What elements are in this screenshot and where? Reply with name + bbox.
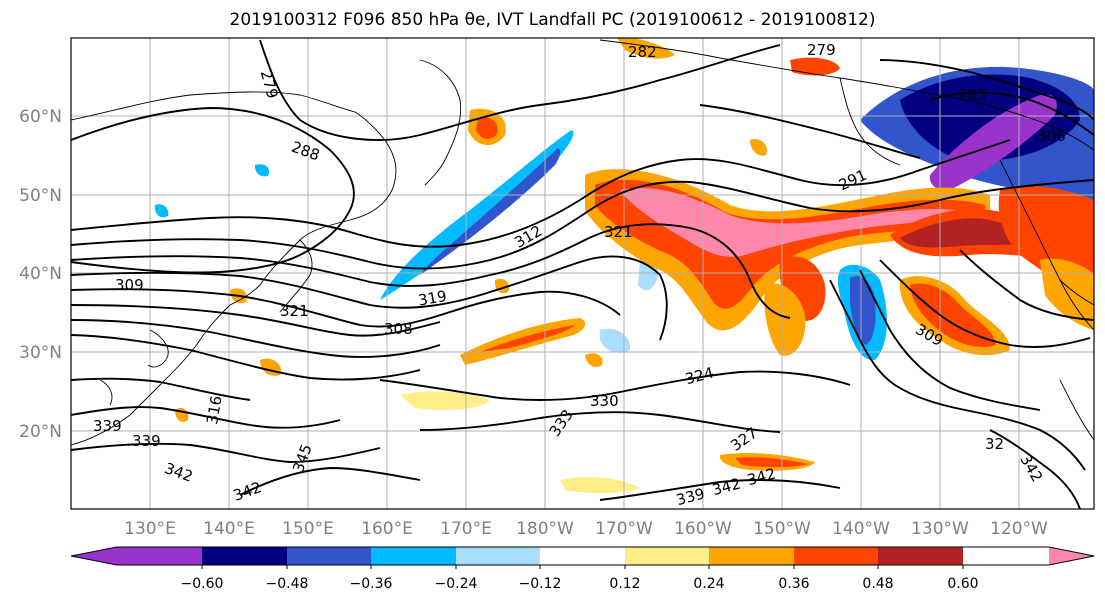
colorbar-segment: [878, 547, 963, 565]
colorbar-extend-low: [71, 547, 117, 565]
shade-ne-pacific-darkblue: [850, 275, 876, 345]
colorbar-segment: [371, 547, 456, 565]
lon-label: 140°W: [832, 519, 890, 539]
colorbar-tick-label: −0.12: [519, 576, 562, 592]
contour-label: 285: [958, 86, 987, 104]
shade-bay-orange: [617, 38, 675, 59]
colorbar-tick-label: 0.36: [778, 576, 809, 592]
lat-label: 30°N: [19, 343, 62, 363]
shade-ca-red: [910, 283, 996, 347]
lon-label: 140°E: [203, 519, 255, 539]
shade-spot-4: [750, 139, 767, 156]
shade-yellow-2: [560, 477, 640, 494]
lon-label: 180°W: [516, 519, 574, 539]
shade-mid-orange: [764, 283, 806, 356]
contour-label: 339: [132, 432, 161, 450]
contour-label: 309: [115, 276, 144, 294]
lat-label: 20°N: [19, 422, 62, 442]
shade-tropical-red: [480, 325, 575, 352]
lat-label: 50°N: [19, 186, 62, 206]
contour-label: 306: [1037, 127, 1066, 145]
lat-label: 60°N: [19, 107, 62, 127]
colorbar-tick-label: −0.48: [266, 576, 309, 592]
colorbar-tick-label: 0.48: [862, 576, 893, 592]
shade-bering-orange: [790, 57, 840, 76]
lon-label: 170°W: [595, 519, 653, 539]
colorbar-segment: [287, 547, 371, 565]
lon-label: 150°E: [282, 519, 334, 539]
colorbar-segment: [625, 547, 709, 565]
colorbar-frame: [70, 546, 1095, 566]
shade-kamchatka-red: [476, 117, 498, 139]
lat-label: 40°N: [19, 264, 62, 284]
contour-label: 319: [417, 287, 448, 310]
colorbar-segments: [71, 547, 1094, 565]
colorbar-tick-label: 0.60: [947, 576, 978, 592]
theta-e-contours: [71, 39, 1094, 509]
longitude-labels: 130°E 140°E 150°E 160°E 170°E 180°W 170°…: [124, 519, 1048, 539]
shade-alaska-purple: [929, 94, 1057, 191]
colorbar-segment: [117, 547, 202, 565]
shaded-anomalies: [154, 38, 1094, 494]
contour-label: 321: [604, 223, 633, 241]
shade-lightblue-2: [600, 328, 631, 353]
contour-label: 279: [807, 41, 836, 59]
lon-label: 160°W: [674, 519, 732, 539]
shade-spot-5: [154, 204, 169, 218]
shade-spot-2: [585, 353, 603, 367]
latitude-labels: 60°N 50°N 40°N 30°N 20°N: [19, 107, 62, 442]
lon-label: 150°W: [753, 519, 811, 539]
colorbar-extend-high: [1049, 547, 1094, 565]
coastlines: [71, 39, 1094, 446]
lon-label: 120°W: [990, 519, 1048, 539]
colorbar-segment: [456, 547, 540, 565]
contour-label: 316: [203, 394, 226, 425]
contour-label: 330: [590, 392, 619, 410]
shade-spot-6: [254, 164, 270, 177]
shade-jet-pink: [620, 187, 970, 257]
colorbar-tick-labels: −0.60 −0.48 −0.36 −0.24 −0.12 0.12 0.24 …: [181, 576, 979, 592]
contour-label: 308: [384, 320, 413, 338]
lon-label: 130°W: [911, 519, 969, 539]
shade-hawaii-red: [735, 457, 808, 468]
lon-label: 170°E: [440, 519, 492, 539]
colorbar-segment: [794, 547, 878, 565]
colorbar-ticks: [201, 565, 964, 569]
map-frame: [70, 37, 1095, 510]
shade-coast-orange: [1040, 258, 1094, 330]
colorbar-segment: [202, 547, 287, 565]
colorbar-tick-label: −0.36: [350, 576, 393, 592]
contour-label: 282: [628, 43, 657, 61]
shade-yellow-1: [400, 391, 490, 410]
colorbar-tick-label: −0.60: [181, 576, 224, 592]
colorbar-tick-label: −0.24: [435, 576, 478, 592]
shade-nw-pacific-blue: [380, 130, 574, 300]
colorbar-segment: [540, 547, 625, 565]
contour-labels: 282 279 279 288 291 312 321 309 321 308 …: [93, 41, 1066, 509]
lon-label: 160°E: [361, 519, 413, 539]
shade-nw-pacific-darkblue: [420, 148, 561, 275]
contour-label: 321: [280, 302, 309, 320]
colorbar-segment: [709, 547, 794, 565]
contour-label: 32: [985, 435, 1004, 453]
figure-title: 2019100312 F096 850 hPa θe, IVT Landfall…: [229, 10, 876, 30]
colorbar-tick-label: 0.12: [609, 576, 640, 592]
lon-label: 130°E: [124, 519, 176, 539]
contour-label: 339: [93, 417, 122, 435]
colorbar-tick-label: 0.24: [693, 576, 724, 592]
